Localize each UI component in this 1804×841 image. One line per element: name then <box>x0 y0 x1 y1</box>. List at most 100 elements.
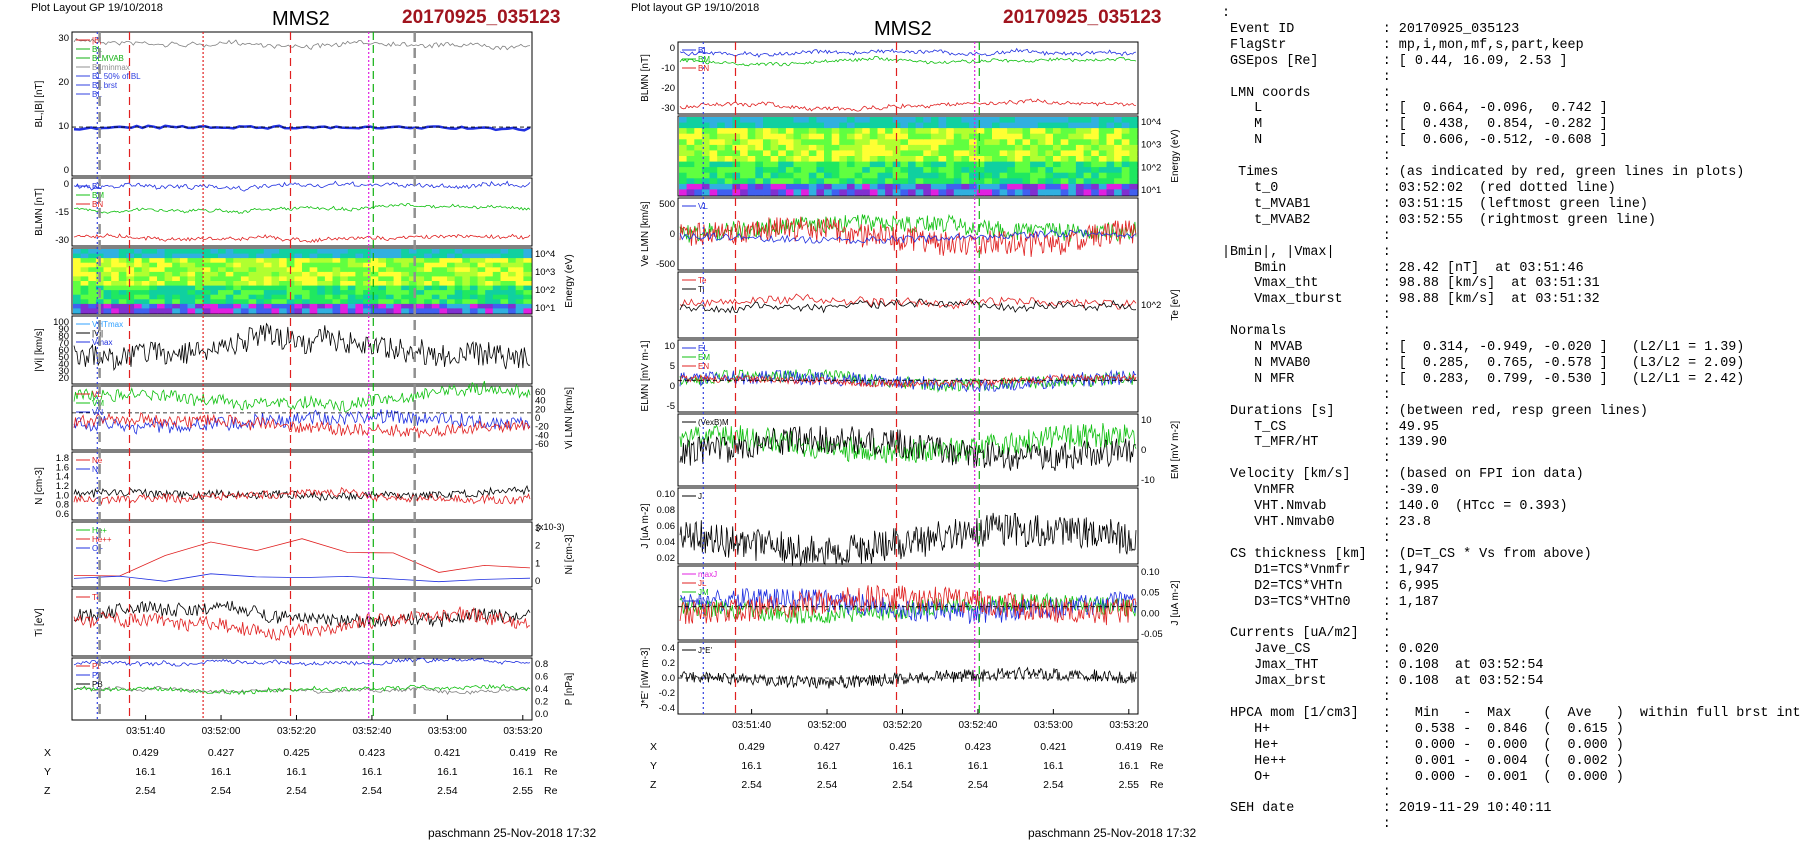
spectrogram-cell <box>416 253 425 259</box>
left-panel-5-tick: 1.8 <box>56 453 69 464</box>
spectrogram-cell <box>1045 133 1054 140</box>
spectrogram-cell <box>141 258 150 264</box>
spectrogram-cell <box>523 267 532 273</box>
spectrogram-cell <box>263 303 272 310</box>
spectrogram-cell <box>846 167 856 174</box>
spectrogram-cell <box>831 156 840 163</box>
info-line: N MVAB : [ 0.314, -0.949, -0.020 ] (L2/L… <box>1222 340 1745 356</box>
spectrogram-cell <box>210 253 219 259</box>
spectrogram-cell <box>508 294 517 300</box>
spectrogram-cell <box>938 117 947 124</box>
spectrogram-cell <box>747 167 756 174</box>
spectrogram-cell <box>1014 167 1024 174</box>
spectrogram-cell <box>961 167 970 174</box>
spectrogram-cell <box>340 285 349 291</box>
left-pos-unit: Re <box>544 747 558 759</box>
spectrogram-cell <box>103 258 112 264</box>
left-header: Plot Layout GP 19/10/2018 <box>31 2 163 14</box>
spectrogram-cell <box>785 156 795 163</box>
spectrogram-cell <box>195 299 204 305</box>
spectrogram-cell <box>877 128 886 135</box>
spectrogram-cell <box>317 285 326 291</box>
spectrogram-cell <box>900 161 909 168</box>
spectrogram-cell <box>885 133 894 140</box>
spectrogram-cell <box>271 303 280 310</box>
spectrogram-cell <box>1007 150 1016 157</box>
spectrogram-cell <box>915 133 924 140</box>
spectrogram-cell <box>439 290 448 296</box>
spectrogram-cell <box>324 281 334 287</box>
spectrogram-cell <box>195 308 204 314</box>
spectrogram-cell <box>378 258 387 264</box>
spectrogram-cell <box>447 267 456 273</box>
spectrogram-cell <box>317 308 326 314</box>
spectrogram-cell <box>923 144 932 152</box>
spectrogram-cell <box>694 178 703 185</box>
spectrogram-cell <box>302 276 311 282</box>
spectrogram-cell <box>1106 183 1115 191</box>
spectrogram-cell <box>317 267 326 273</box>
spectrogram-cell <box>770 117 779 124</box>
spectrogram-cell <box>378 271 387 278</box>
spectrogram-cell <box>126 281 135 287</box>
spectrogram-cell <box>1037 183 1046 191</box>
spectrogram-cell <box>1037 167 1046 174</box>
spectrogram-cell <box>961 172 970 179</box>
event-info-panel: : Event ID : 20170925_035123 FlagStr : m… <box>1222 6 1801 832</box>
spectrogram-cell <box>424 271 433 278</box>
spectrogram-cell <box>225 281 234 287</box>
spectrogram-cell <box>724 117 733 124</box>
spectrogram-cell <box>500 276 509 282</box>
left-pos-label: Z <box>44 785 51 797</box>
spectrogram-cell <box>141 267 150 273</box>
spectrogram-cell <box>454 294 463 300</box>
spectrogram-cell <box>1098 122 1107 129</box>
spectrogram-cell <box>946 189 955 196</box>
spectrogram-cell <box>969 183 978 191</box>
spectrogram-cell <box>73 299 82 305</box>
spectrogram-cell <box>831 117 840 124</box>
middle-panel-5 <box>677 413 1139 487</box>
spectrogram-cell <box>172 258 181 264</box>
spectrogram-cell <box>938 122 947 129</box>
middle-panel-1 <box>677 115 1139 197</box>
spectrogram-cell <box>485 303 494 310</box>
spectrogram-cell <box>111 299 120 305</box>
spectrogram-cell <box>1045 156 1054 163</box>
left-panel-4-tick: -40 <box>535 430 549 441</box>
spectrogram-cell <box>248 308 257 314</box>
spectrogram-cell <box>317 253 326 259</box>
spectrogram-cell <box>763 122 772 129</box>
spectrogram-cell <box>271 308 280 314</box>
spectrogram-cell <box>355 299 364 305</box>
left-panel-4-series-0 <box>73 380 531 413</box>
left-pos-unit: Re <box>544 766 558 778</box>
spectrogram-cell <box>523 262 532 268</box>
left-panel-1-series-0 <box>73 180 531 192</box>
spectrogram-cell <box>73 281 82 287</box>
spectrogram-cell <box>869 183 878 191</box>
spectrogram-cell <box>793 128 802 135</box>
spectrogram-cell <box>225 262 234 268</box>
spectrogram-cell <box>862 156 871 163</box>
spectrogram-cell <box>1014 139 1024 146</box>
spectrogram-cell <box>248 294 257 300</box>
spectrogram-cell <box>1007 189 1016 196</box>
spectrogram-cell <box>1037 172 1046 179</box>
spectrogram-cell <box>915 189 924 196</box>
spectrogram-cell <box>248 271 257 278</box>
spectrogram-cell <box>1068 133 1077 140</box>
spectrogram-cell <box>724 150 733 157</box>
spectrogram-cell <box>210 281 219 287</box>
spectrogram-cell <box>724 128 733 135</box>
spectrogram-cell <box>862 122 871 129</box>
spectrogram-cell <box>1022 161 1031 168</box>
spectrogram-cell <box>1037 139 1046 146</box>
left-panel-5-series-1 <box>73 486 531 506</box>
spectrogram-cell <box>717 117 726 124</box>
spectrogram-cell <box>923 122 932 129</box>
spectrogram-cell <box>1106 150 1115 157</box>
spectrogram-cell <box>401 294 410 300</box>
spectrogram-cell <box>808 183 817 191</box>
spectrogram-cell <box>515 294 524 300</box>
